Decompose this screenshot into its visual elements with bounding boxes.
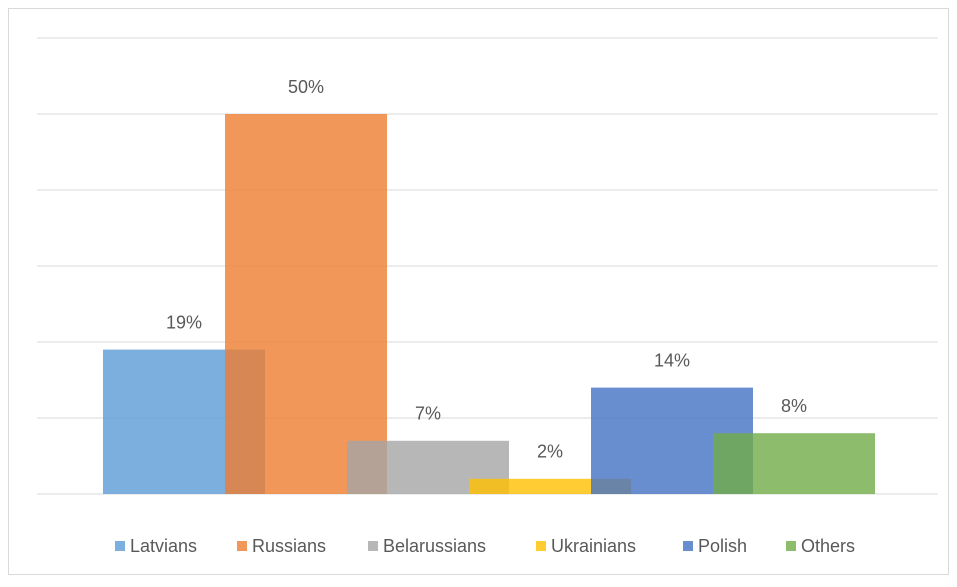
data-label: 50% <box>288 77 324 97</box>
legend-swatch <box>368 541 378 551</box>
legend-swatch <box>683 541 693 551</box>
data-label: 2% <box>537 442 563 462</box>
data-label: 19% <box>166 312 202 332</box>
legend-swatch <box>786 541 796 551</box>
data-label: 14% <box>654 350 690 370</box>
legend-label: Others <box>801 536 855 556</box>
legend-label: Polish <box>698 536 747 556</box>
legend-label: Ukrainians <box>551 536 636 556</box>
legend-label: Latvians <box>130 536 197 556</box>
legend-label: Russians <box>252 536 326 556</box>
legend-swatch <box>237 541 247 551</box>
bar <box>469 478 631 494</box>
bar <box>713 433 875 494</box>
bar <box>225 114 387 494</box>
data-label: 7% <box>415 404 441 424</box>
legend-label: Belarussians <box>383 536 486 556</box>
data-label: 8% <box>781 396 807 416</box>
legend-swatch <box>115 541 125 551</box>
legend-swatch <box>536 541 546 551</box>
